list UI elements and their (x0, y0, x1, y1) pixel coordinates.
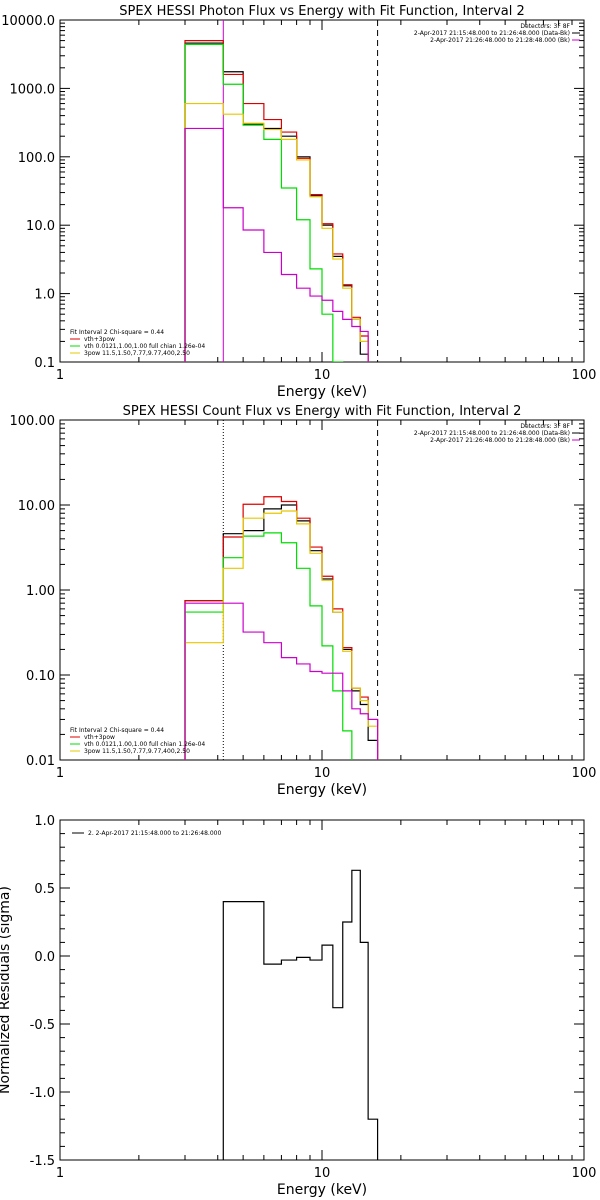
legend-right-entry: 2-Apr-2017 21:15:48.000 to 21:26:48.000 … (414, 30, 570, 37)
x-tick-label: 10 (314, 368, 331, 383)
legend-left-entry: vth 0.0121,1.00,1.00 full chian 1.26e-04 (84, 343, 205, 350)
x-axis-label: Energy (keV) (277, 1182, 367, 1198)
legend-right-entry: 2-Apr-2017 21:15:48.000 to 21:26:48.000 … (414, 430, 570, 437)
plot-frame (59, 419, 585, 761)
legend-right-entry: Detectors: 3F 8F (520, 423, 570, 430)
plot-frame (59, 819, 585, 1161)
y-tick-label: 0.0 (34, 950, 55, 965)
y-tick-label: 10000.0 (1, 14, 55, 29)
x-tick-label: 100 (572, 1166, 597, 1181)
y-tick-label: 100.00 (10, 414, 56, 429)
y-tick-label: 1.0 (34, 814, 55, 829)
legend-left-entry: 3pow 11.5,1.50,7.77,9.77,400,2.50 (84, 350, 190, 357)
chart-panel-3: 1 10 100 Energy (keV) -1.5 -1.0 -0.5 0.0 0.5 1.0 N… (0, 814, 596, 1198)
y-tick-label: 0.01 (26, 754, 55, 769)
series-line-5 (184, 602, 379, 760)
legend-right-entry: 2-Apr-2017 21:26:48.000 to 21:28:48.000 … (430, 437, 570, 444)
x-tick-label: 100 (572, 766, 597, 781)
series-line-1 (184, 42, 369, 362)
x-tick-label: 10 (314, 766, 331, 781)
y-tick-label: 1000.0 (10, 82, 56, 97)
x-tick-label: 1 (56, 1166, 64, 1181)
series-line-1 (222, 869, 379, 1160)
legend-left-entry: 2. 2-Apr-2017 21:15:48.000 to 21:26:48.0… (88, 830, 221, 837)
series-group (184, 39, 369, 362)
x-tick-label: 10 (314, 1166, 331, 1181)
x-axis-label: Energy (keV) (277, 384, 367, 400)
legend-left-entry: vth+3pow (84, 336, 115, 343)
y-axis-label: Normalized Residuals (sigma) (0, 886, 13, 1094)
series-group (184, 496, 379, 760)
y-tick-label: 0.5 (34, 882, 55, 897)
chart-title: SPEX HESSI Count Flux vs Energy with Fit… (123, 404, 522, 419)
legend-left-entry: vth 0.0121,1.00,1.00 full chian 1.26e-04 (84, 741, 205, 748)
y-tick-label: -1.0 (30, 1086, 55, 1101)
y-tick-label: 100.0 (18, 151, 55, 166)
y-tick-label: 0.1 (34, 356, 55, 371)
series-line-3 (184, 43, 344, 362)
y-tick-label: -1.5 (30, 1154, 55, 1169)
y-tick-label: 0.10 (26, 669, 55, 684)
y-tick-label: -0.5 (30, 1018, 55, 1033)
series-group (222, 869, 379, 1160)
legend-left-entry: 3pow 11.5,1.50,7.77,9.77,400,2.50 (84, 748, 190, 755)
legend-right-entry: 2-Apr-2017 21:26:48.000 to 21:28:48.000 … (430, 37, 570, 44)
x-axis-label: Energy (keV) (277, 782, 367, 798)
legend-right-entry: Detectors: 3F 8F (520, 23, 570, 30)
y-tick-label: 10.0 (26, 219, 55, 234)
series-line-5 (184, 127, 369, 362)
series-line-4 (184, 510, 379, 760)
x-tick-label: 100 (572, 368, 597, 383)
y-tick-label: 10.00 (18, 499, 55, 514)
legend-left-entry: vth+3pow (84, 734, 115, 741)
x-tick-label: 1 (56, 368, 64, 383)
y-tick-label: 1.0 (34, 288, 55, 303)
legend-left-entry: Fit Interval 2 Chi-square = 0.44 (70, 329, 164, 336)
series-line-4 (184, 102, 369, 362)
chart-panel-2: SPEX HESSI Count Flux vs Energy with Fit… (10, 404, 597, 798)
y-tick-label: 1.00 (26, 584, 55, 599)
x-tick-label: 1 (56, 766, 64, 781)
series-line-2 (184, 39, 369, 362)
legend-left-entry: Fit Interval 2 Chi-square = 0.44 (70, 727, 164, 734)
chart-title: SPEX HESSI Photon Flux vs Energy with Fi… (119, 4, 525, 19)
chart-panel-1: SPEX HESSI Photon Flux vs Energy with Fi… (1, 4, 596, 400)
